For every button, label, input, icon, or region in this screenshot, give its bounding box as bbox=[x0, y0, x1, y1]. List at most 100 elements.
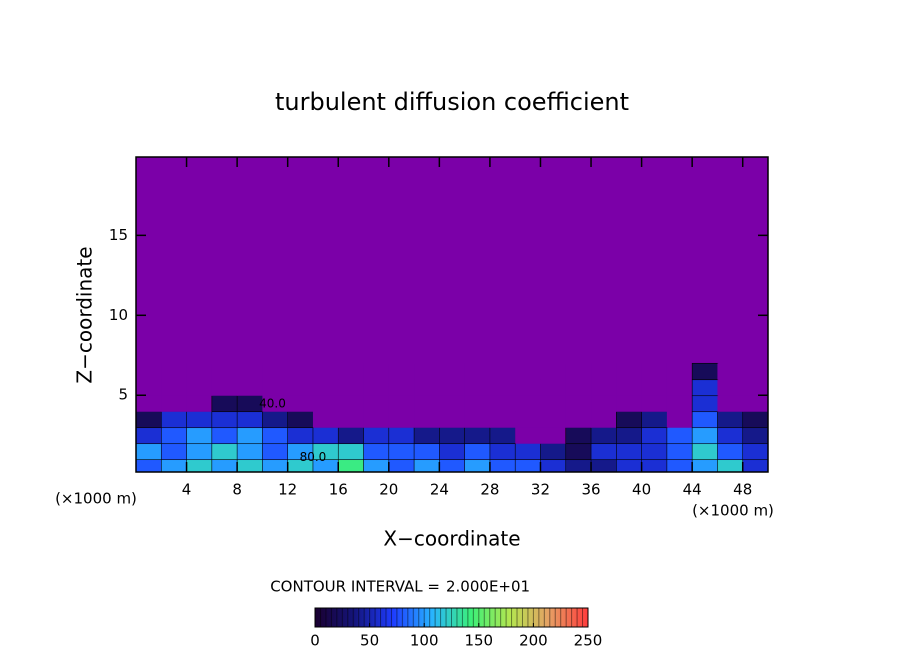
field-cell bbox=[515, 427, 541, 444]
field-cell bbox=[211, 458, 238, 472]
x-tick-label: 8 bbox=[232, 481, 242, 499]
x-tick-label: 44 bbox=[683, 481, 702, 499]
field-cell bbox=[641, 379, 668, 396]
field-cell bbox=[666, 363, 693, 380]
field-cell bbox=[666, 442, 693, 461]
field-cell bbox=[717, 426, 744, 445]
y-tick-label: 5 bbox=[118, 386, 128, 404]
field-cell bbox=[489, 363, 516, 380]
field-cell bbox=[160, 442, 188, 461]
field-cell bbox=[363, 426, 390, 445]
contour-label: 40.0 bbox=[259, 397, 286, 411]
field-cell bbox=[262, 395, 289, 412]
field-cell bbox=[616, 410, 643, 429]
x-tick-label: 16 bbox=[329, 481, 348, 499]
field-cell bbox=[641, 410, 668, 429]
field-cell bbox=[540, 379, 567, 396]
y-tick-label: 10 bbox=[109, 306, 128, 324]
field-cell bbox=[439, 363, 466, 380]
field-cell bbox=[388, 442, 415, 461]
field-cell bbox=[136, 395, 162, 412]
field-cell bbox=[439, 458, 466, 472]
field-cell bbox=[666, 426, 693, 445]
field-cell bbox=[236, 458, 264, 472]
field-cell bbox=[691, 378, 719, 397]
field-cell bbox=[211, 426, 238, 445]
field-cell bbox=[439, 426, 466, 445]
field-cell bbox=[262, 379, 289, 396]
field-cell bbox=[590, 458, 618, 472]
colorbar-tick-label: 250 bbox=[574, 632, 603, 650]
field-cell bbox=[186, 379, 213, 396]
x-tick-label: 4 bbox=[182, 481, 192, 499]
field-cell bbox=[363, 363, 390, 380]
colorbar bbox=[314, 607, 589, 628]
field-cell bbox=[515, 363, 541, 380]
field-cell bbox=[414, 379, 440, 396]
field-cell bbox=[439, 411, 466, 428]
field-cell bbox=[186, 458, 213, 472]
field-cell bbox=[540, 427, 567, 444]
field-cell bbox=[363, 458, 390, 472]
field-cell bbox=[565, 363, 592, 380]
field-cell bbox=[514, 442, 542, 461]
field-cell bbox=[413, 442, 441, 461]
colorbar-tick-label: 200 bbox=[519, 632, 548, 650]
field-cell bbox=[388, 458, 415, 472]
field-cell bbox=[236, 410, 264, 429]
field-cell bbox=[211, 379, 238, 396]
field-cell bbox=[338, 395, 365, 412]
field-cell bbox=[717, 395, 744, 412]
field-cell bbox=[287, 395, 314, 412]
field-cell bbox=[641, 363, 668, 380]
field-cell bbox=[691, 362, 719, 381]
field-cell bbox=[161, 395, 188, 412]
field-cell bbox=[515, 379, 541, 396]
field-cell bbox=[136, 426, 163, 445]
field-cell bbox=[540, 458, 567, 472]
field-cell bbox=[363, 379, 390, 396]
field-cell bbox=[691, 442, 719, 461]
colorbar-tick-label: 50 bbox=[360, 632, 379, 650]
field-cell bbox=[717, 379, 744, 396]
x-tick-label: 28 bbox=[480, 481, 499, 499]
field-cell bbox=[338, 411, 365, 428]
field-cell bbox=[186, 395, 213, 412]
field-cell bbox=[742, 458, 768, 472]
field-cell bbox=[590, 426, 618, 445]
field-cell bbox=[691, 394, 719, 413]
field-cell bbox=[337, 458, 365, 472]
field-cell bbox=[565, 411, 592, 428]
field-cell bbox=[641, 442, 668, 461]
field-cell bbox=[641, 395, 668, 412]
field-cell bbox=[186, 410, 213, 429]
chart-title: turbulent diffusion coefficient bbox=[275, 88, 629, 116]
field-cell bbox=[236, 442, 264, 461]
field-cell bbox=[717, 458, 744, 472]
field-cell bbox=[641, 458, 668, 472]
field-cell bbox=[262, 458, 289, 472]
field-cell bbox=[161, 363, 188, 380]
contour-interval: 2.000E+01 bbox=[446, 578, 530, 596]
field-cell bbox=[717, 442, 744, 461]
field-cell bbox=[312, 426, 340, 445]
x-unit-label: (×1000 m) bbox=[55, 490, 137, 508]
field-cell bbox=[464, 411, 491, 428]
field-cell bbox=[742, 410, 768, 429]
field-cell bbox=[565, 442, 592, 461]
field-cell bbox=[338, 363, 365, 380]
field-cell bbox=[717, 410, 744, 429]
field-cell bbox=[262, 410, 289, 429]
field-cell bbox=[439, 379, 466, 396]
field-cell bbox=[591, 379, 617, 396]
field-cell bbox=[388, 411, 415, 428]
field-cell bbox=[262, 442, 289, 461]
field-cell bbox=[161, 379, 188, 396]
field-cell bbox=[211, 410, 238, 429]
field-cell bbox=[489, 411, 516, 428]
field-cell bbox=[565, 379, 592, 396]
x-tick-label: 40 bbox=[632, 481, 651, 499]
field-cell bbox=[641, 426, 668, 445]
field-cell bbox=[388, 379, 415, 396]
